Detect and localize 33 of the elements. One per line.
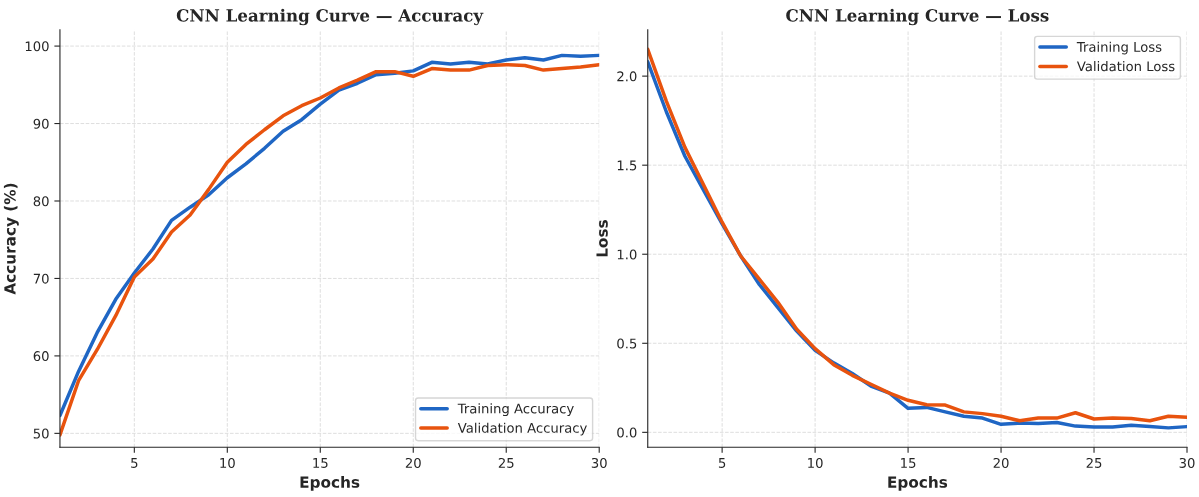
legend-label: Validation Accuracy [457,422,587,436]
x-tick-label: 10 [220,457,235,468]
x-axis-title: Epochs [300,476,360,491]
y-tick-label: 0.0 [617,427,637,438]
y-tick-label: 2.0 [617,71,637,82]
x-tick-label: 5 [718,458,726,468]
legend-label: Training Loss [1076,41,1162,55]
y-tick-label: 50 [33,428,49,439]
x-tick-label: 25 [1086,457,1102,468]
y-axis-title: Loss [596,220,608,257]
x-tick-label: 30 [591,457,607,468]
x-tick-label: 20 [405,457,421,468]
y-tick-label: 90 [33,118,49,129]
x-tick-label: 25 [498,457,514,468]
y-tick-label: 80 [33,196,49,207]
chart-title: CNN Learning Curve — Loss [786,8,1049,26]
chart-title: CNN Learning Curve — Accuracy [176,8,484,26]
legend-label: Validation Loss [1076,61,1175,72]
y-tick-label: 70 [33,273,49,284]
y-tick-label: 100 [25,41,49,52]
x-tick-label: 5 [131,458,138,468]
x-axis-title: Epochs [888,476,948,491]
y-tick-label: 1.5 [617,160,637,171]
y-tick-label: 0.5 [617,338,637,349]
x-tick-label: 15 [313,458,328,468]
x-tick-label: 20 [993,457,1009,468]
x-tick-label: 15 [901,458,916,468]
x-tick-label: 10 [808,457,823,468]
y-tick-label: 1.0 [617,249,637,260]
x-tick-label: 30 [1179,457,1195,468]
y-tick-label: 60 [33,351,49,362]
legend-label: Training Accuracy [457,403,574,417]
y-axis-title: Accuracy (%) [3,183,19,295]
